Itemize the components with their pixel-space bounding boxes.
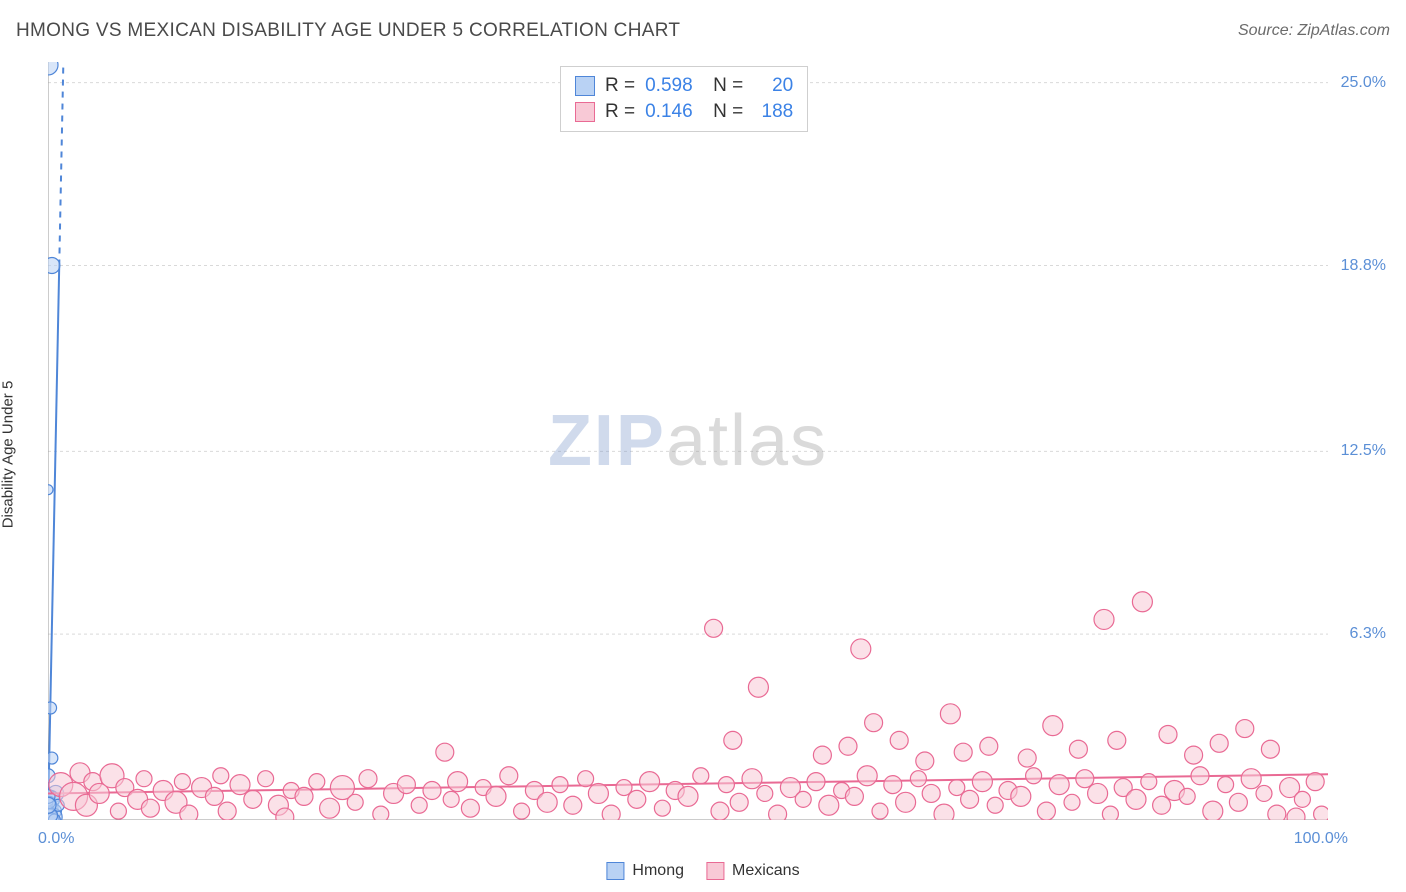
- stats-row: R = 0.146 N = 188: [575, 99, 793, 125]
- stats-r-label: R =: [605, 75, 635, 97]
- chart-header: HMONG VS MEXICAN DISABILITY AGE UNDER 5 …: [16, 20, 1390, 42]
- legend-swatch: [606, 862, 624, 880]
- scatter-plot-svg: [48, 62, 1328, 820]
- y-tick-label: 25.0%: [1341, 74, 1386, 92]
- stats-n-label: N =: [713, 101, 743, 123]
- chart-area: ZIPatlas 0.0% 100.0% 6.3%12.5%18.8%25.0%: [48, 62, 1328, 820]
- y-tick-label: 6.3%: [1350, 625, 1386, 643]
- legend-swatch: [706, 862, 724, 880]
- chart-title: HMONG VS MEXICAN DISABILITY AGE UNDER 5 …: [16, 20, 680, 42]
- y-tick-label: 18.8%: [1341, 257, 1386, 275]
- x-tick-right: 100.0%: [1294, 830, 1348, 848]
- bottom-legend: Hmong Mexicans: [606, 862, 799, 880]
- legend-item: Hmong: [606, 862, 684, 880]
- legend-label: Hmong: [632, 862, 684, 880]
- stats-r-value: 0.598: [645, 75, 703, 97]
- stats-r-label: R =: [605, 101, 635, 123]
- stats-n-value: 20: [753, 75, 793, 97]
- stats-n-value: 188: [753, 101, 793, 123]
- legend-swatch: [575, 102, 595, 122]
- stats-r-value: 0.146: [645, 101, 703, 123]
- y-axis-label: Disability Age Under 5: [0, 381, 17, 529]
- stats-row: R = 0.598 N = 20: [575, 73, 793, 99]
- stats-legend-box: R = 0.598 N = 20 R = 0.146 N = 188: [560, 66, 808, 132]
- legend-swatch: [575, 76, 595, 96]
- x-tick-left: 0.0%: [38, 830, 74, 848]
- stats-n-label: N =: [713, 75, 743, 97]
- legend-item: Mexicans: [706, 862, 800, 880]
- chart-source: Source: ZipAtlas.com: [1238, 22, 1390, 40]
- y-tick-label: 12.5%: [1341, 442, 1386, 460]
- legend-label: Mexicans: [732, 862, 800, 880]
